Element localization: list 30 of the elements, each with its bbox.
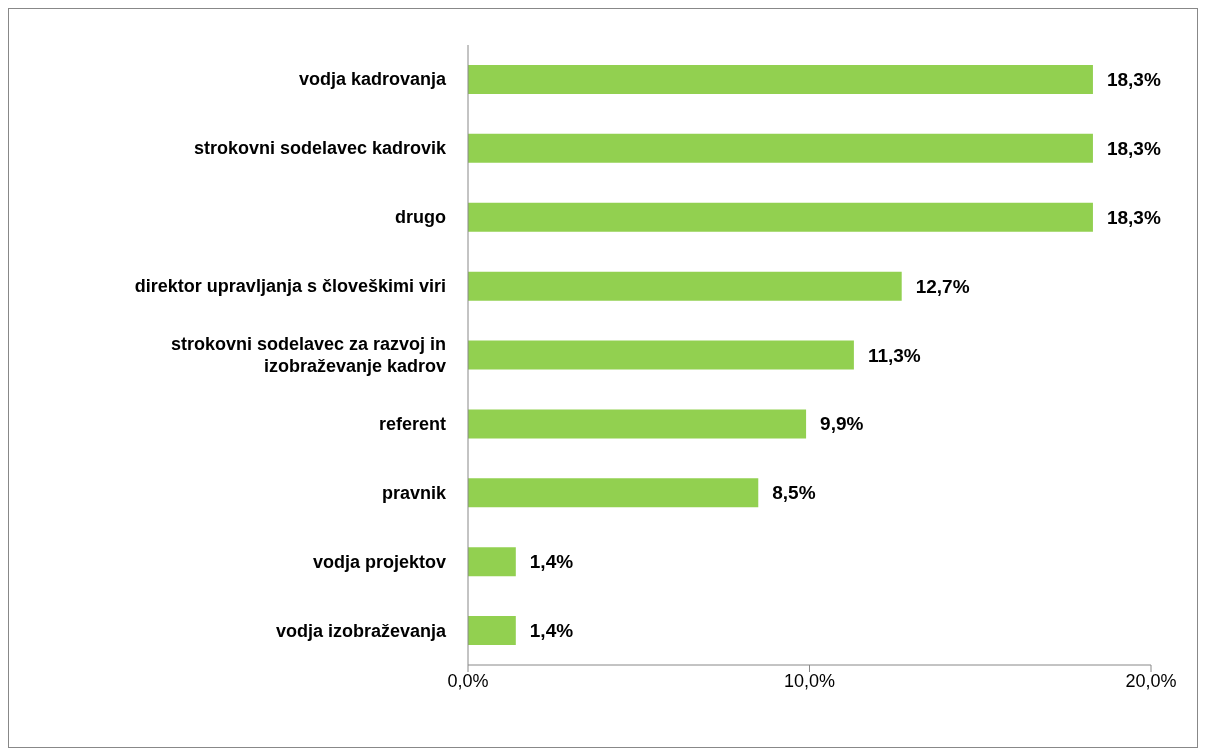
x-tick-label: 0,0% (447, 670, 489, 691)
data-label: 12,7% (915, 275, 970, 297)
bar (468, 616, 516, 646)
y-tick-label: vodja kadrovanja (298, 69, 447, 90)
y-tick-label: referent (378, 413, 446, 434)
bar (468, 340, 854, 370)
y-tick-label: vodja projektov (312, 551, 446, 572)
bar (468, 547, 516, 577)
data-label: 8,5% (772, 482, 816, 504)
y-tick-label: direktor upravljanja s človeškimi viri (134, 276, 446, 297)
data-label: 9,9% (820, 413, 864, 435)
data-label: 1,4% (529, 551, 574, 573)
data-label: 18,3% (1106, 206, 1161, 228)
x-tick-label: 20,0% (1125, 670, 1177, 691)
bar (468, 133, 1093, 163)
y-tick-label: pravnik (381, 482, 447, 503)
data-label: 18,3% (1106, 68, 1161, 90)
bar (468, 478, 759, 508)
data-label: 11,3% (867, 344, 921, 366)
bar (468, 64, 1093, 94)
bar (468, 271, 902, 301)
data-label: 1,4% (529, 620, 574, 642)
y-tick-label: strokovni sodelavec za razvoj in izobraževanje kadrov (170, 334, 446, 376)
x-tick-label: 10,0% (783, 670, 836, 691)
data-label: 18,3% (1106, 137, 1161, 159)
bar (468, 409, 807, 439)
y-tick-label: drugo (395, 207, 446, 228)
bar (468, 202, 1093, 232)
y-tick-label: strokovni sodelavec kadrovik (193, 138, 447, 159)
y-tick-label: vodja izobraževanja (275, 620, 447, 641)
